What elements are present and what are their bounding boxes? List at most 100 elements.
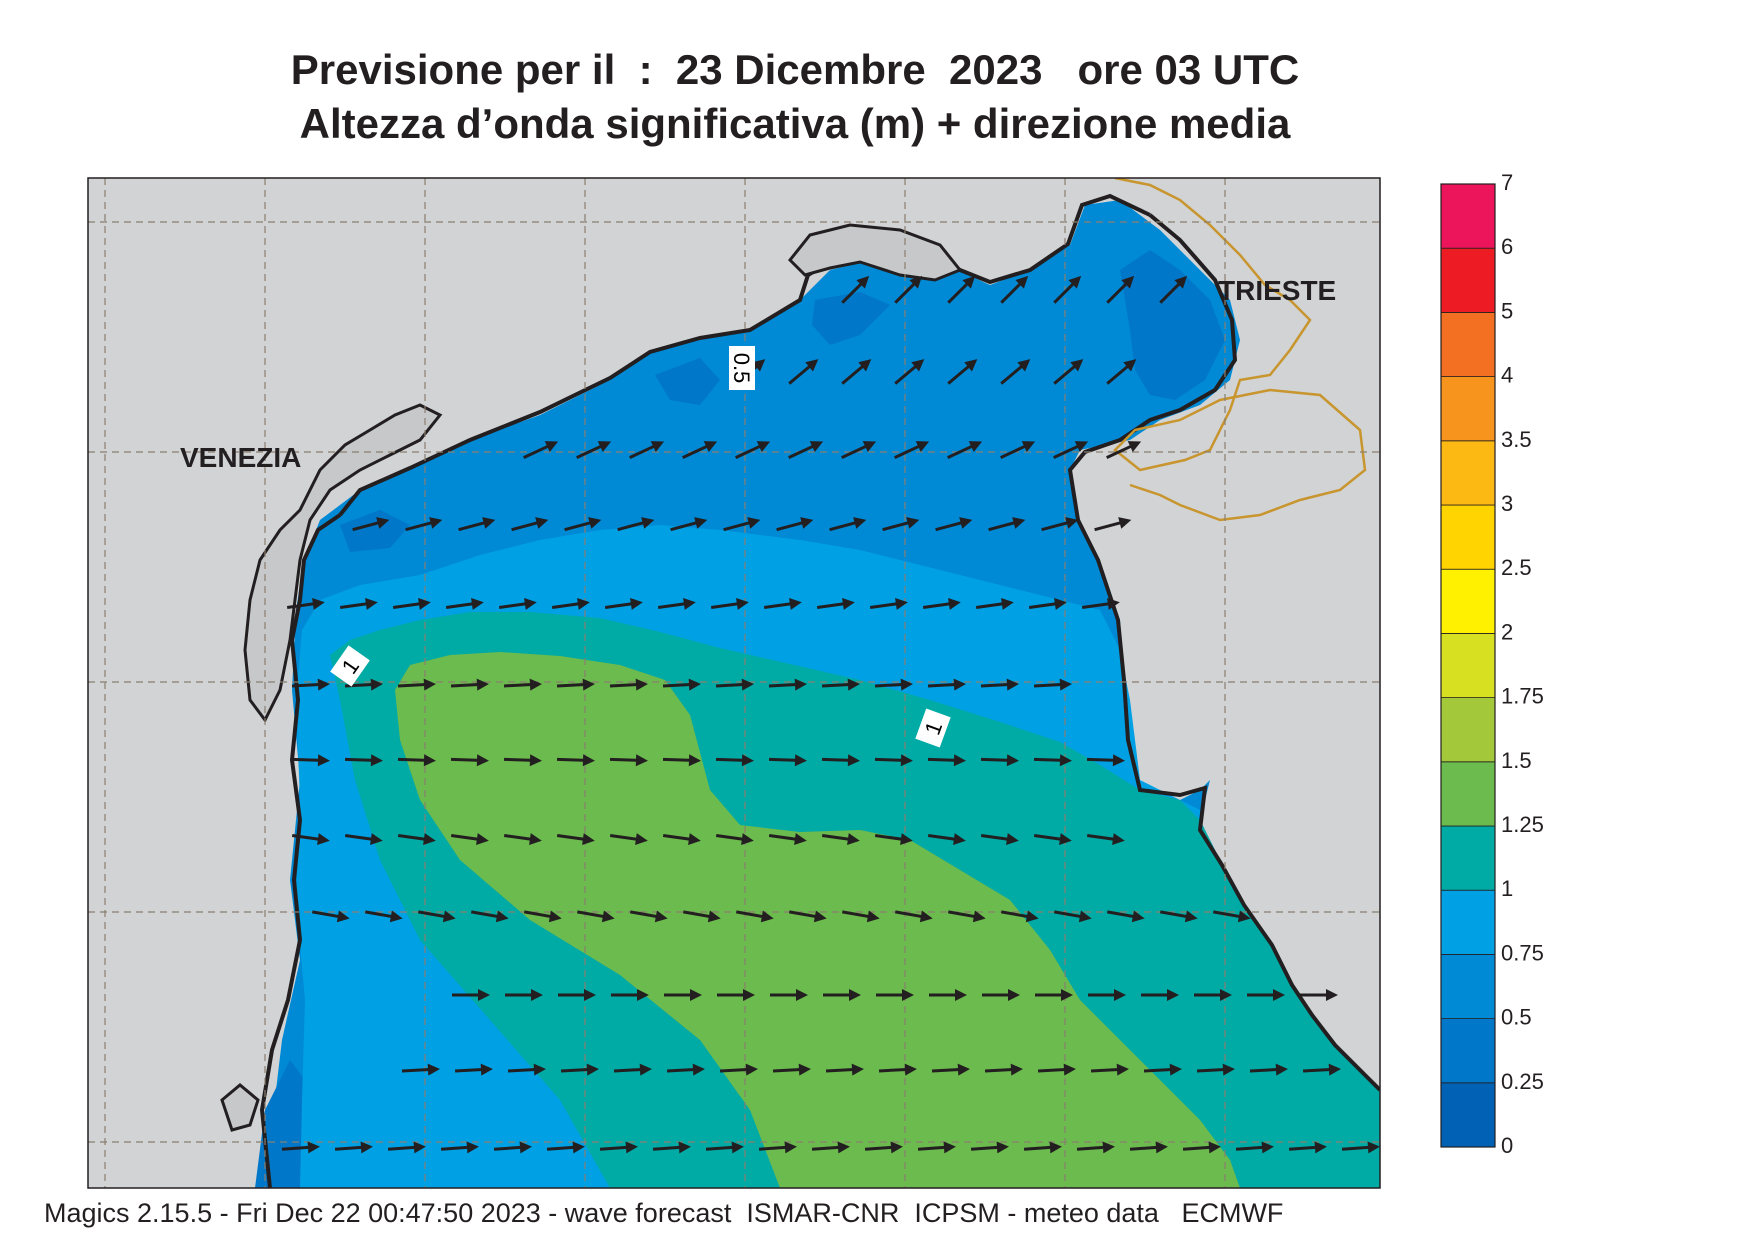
wave-direction-arrow <box>604 597 643 610</box>
colorbar-swatch <box>1440 954 1496 1020</box>
wave-direction-arrow <box>365 910 403 923</box>
wave-direction-arrow <box>927 754 966 767</box>
wave-direction-arrow <box>670 517 708 532</box>
map-title: Previsione per il : 23 Dicembre 2023 ore… <box>290 46 1300 93</box>
wave-direction-arrow <box>772 1063 811 1076</box>
wave-direction-arrow <box>546 1141 585 1154</box>
wave-direction-arrow <box>454 1063 493 1076</box>
wave-direction-arrow <box>894 359 925 385</box>
wave-direction-arrow <box>493 1141 532 1154</box>
wave-direction-arrow <box>874 754 913 767</box>
wave-direction-arrow <box>312 910 350 923</box>
wave-direction-arrow <box>511 517 549 532</box>
wave-direction-arrow <box>1033 678 1072 691</box>
wave-direction-arrow <box>397 833 436 846</box>
wave-direction-arrow <box>392 597 431 610</box>
wave-direction-arrow <box>1094 517 1132 532</box>
wave-direction-arrow <box>874 833 913 846</box>
wave-direction-arrow <box>291 833 330 846</box>
wave-direction-arrow <box>471 910 509 923</box>
wave-direction-arrow <box>1037 1063 1076 1076</box>
wave-direction-arrow <box>1213 910 1251 923</box>
wave-direction-arrow <box>821 833 860 846</box>
wave-direction-arrow <box>788 359 819 385</box>
wave-direction-arrow <box>768 678 807 691</box>
wave-direction-arrow <box>811 1141 850 1154</box>
wave-direction-arrow <box>503 754 542 767</box>
wave-direction-arrow <box>869 597 908 610</box>
wave-direction-arrow <box>281 1141 320 1154</box>
wave-direction-arrow <box>715 678 754 691</box>
wave-direction-arrow <box>397 678 436 691</box>
wave-direction-arrow <box>556 833 595 846</box>
colorbar-swatch <box>1440 1082 1496 1148</box>
wave-direction-arrow <box>841 441 877 459</box>
colorbar-swatch <box>1440 889 1496 955</box>
wave-direction-arrow <box>947 441 983 459</box>
wave-direction-arrow <box>917 1141 956 1154</box>
wave-direction-arrow <box>705 1141 744 1154</box>
wave-direction-arrow <box>1341 1141 1380 1154</box>
wave-direction-arrow <box>1247 989 1285 1001</box>
wave-direction-arrow <box>895 910 933 923</box>
wave-direction-arrow <box>980 833 1019 846</box>
wave-direction-arrow <box>931 1063 970 1076</box>
wave-direction-arrow <box>776 517 814 532</box>
wave-direction-arrow <box>611 989 649 1001</box>
wave-direction-arrow <box>894 275 923 304</box>
footer-credits: Magics 2.15.5 - Fri Dec 22 00:47:50 2023… <box>44 1198 1284 1228</box>
contour-label-text: 0.5 <box>729 353 754 384</box>
wave-direction-arrow <box>1076 1141 1115 1154</box>
wave-direction-arrow <box>789 910 827 923</box>
wave-direction-arrow <box>657 597 696 610</box>
wave-direction-arrow <box>1106 359 1137 385</box>
wave-direction-arrow <box>864 1141 903 1154</box>
wave-direction-arrow <box>576 441 612 459</box>
wave-direction-arrow <box>874 678 913 691</box>
wave-direction-arrow <box>882 517 920 532</box>
colorbar-tick-label: 7 <box>1501 170 1513 195</box>
grado-lagoon <box>787 223 963 282</box>
wave-direction-arrow <box>507 1063 546 1076</box>
wave-direction-arrow <box>352 517 390 532</box>
wave-direction-arrow <box>922 597 961 610</box>
city-label-trieste: TRIESTE <box>1218 275 1336 306</box>
wave-direction-arrow <box>841 275 870 304</box>
wave-direction-arrow <box>1000 359 1031 385</box>
city-label-venezia: VENEZIA <box>180 442 301 473</box>
wave-direction-arrow <box>1288 1141 1327 1154</box>
wave-direction-arrow <box>842 910 880 923</box>
wave-direction-arrow <box>498 597 537 610</box>
wave-direction-arrow <box>1302 1063 1341 1076</box>
wave-direction-arrow <box>982 989 1020 1001</box>
wave-direction-arrow <box>503 678 542 691</box>
wave-direction-arrow <box>334 1141 373 1154</box>
wave-direction-arrow <box>1028 597 1067 610</box>
wave-direction-arrow <box>405 517 443 532</box>
wave-direction-arrow <box>450 678 489 691</box>
wave-direction-arrow <box>682 441 718 459</box>
wave-direction-arrow <box>1088 989 1126 1001</box>
wave-direction-arrow <box>609 754 648 767</box>
contour-label-box <box>915 708 951 748</box>
wave-direction-arrow <box>599 1141 638 1154</box>
colorbar-tick-label: 2.5 <box>1501 555 1532 580</box>
wave-direction-arrow <box>503 833 542 846</box>
wave-direction-arrow <box>683 910 721 923</box>
wave-direction-arrow <box>927 833 966 846</box>
wave-direction-arrow <box>1106 441 1142 459</box>
wave-direction-arrow <box>1053 359 1084 385</box>
wave-direction-arrow <box>445 597 484 610</box>
colorbar-tick-label: 1 <box>1501 876 1513 901</box>
wave-direction-arrow <box>947 359 978 385</box>
wave-direction-arrow <box>418 910 456 923</box>
wave-direction-arrow <box>1000 441 1036 459</box>
wave-direction-arrow <box>630 910 668 923</box>
wave-direction-arrow <box>339 597 378 610</box>
coastline-west <box>259 513 342 1188</box>
wave-direction-arrow <box>387 1141 426 1154</box>
wave-direction-arrow <box>1023 1141 1062 1154</box>
colorbar-swatch <box>1440 504 1496 570</box>
wave-direction-arrow <box>344 754 383 767</box>
